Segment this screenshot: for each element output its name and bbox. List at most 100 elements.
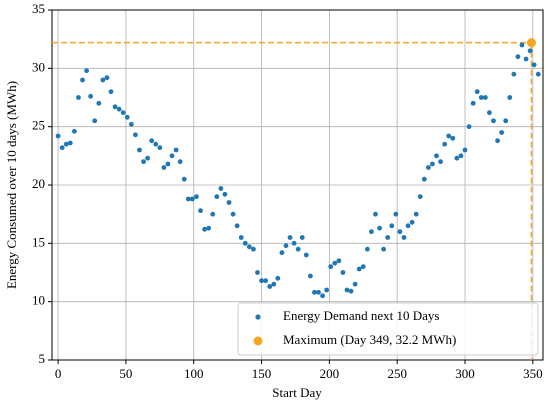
- max-point: [526, 38, 536, 48]
- point: [336, 258, 342, 264]
- point: [507, 95, 513, 100]
- point: [344, 287, 350, 293]
- point: [295, 246, 301, 252]
- point: [316, 289, 321, 295]
- y-tick-label: 20: [32, 176, 45, 191]
- point: [67, 140, 73, 146]
- point: [63, 141, 69, 147]
- x-axis-label: Start Day: [272, 385, 322, 400]
- legend-label: Maximum (Day 349, 32.2 MWh): [283, 332, 456, 347]
- point: [307, 273, 313, 279]
- point: [214, 194, 220, 200]
- point: [222, 191, 228, 197]
- point: [487, 110, 492, 116]
- point: [165, 161, 171, 167]
- point: [198, 208, 203, 214]
- point: [393, 211, 399, 217]
- point: [128, 121, 134, 127]
- point: [303, 252, 309, 258]
- point: [364, 246, 370, 252]
- point: [332, 260, 338, 266]
- point: [523, 56, 529, 62]
- point: [442, 141, 448, 147]
- point: [446, 133, 452, 139]
- point: [482, 95, 488, 100]
- point: [202, 226, 207, 232]
- point: [246, 244, 252, 250]
- point: [499, 130, 505, 135]
- point: [157, 145, 163, 151]
- point: [320, 293, 325, 299]
- point: [234, 223, 240, 229]
- point: [55, 133, 61, 139]
- point: [137, 147, 142, 153]
- point: [96, 100, 102, 106]
- point: [389, 223, 395, 229]
- point: [100, 77, 106, 83]
- point: [181, 176, 187, 182]
- point: [291, 240, 297, 246]
- x-tick-label: 200: [320, 366, 340, 381]
- point: [210, 211, 216, 217]
- point: [434, 153, 439, 159]
- point: [458, 153, 464, 159]
- y-axis-label: Energy Consumed over 10 days (MWh): [4, 81, 19, 289]
- point: [535, 71, 541, 77]
- point: [279, 250, 285, 256]
- point: [194, 194, 199, 200]
- point: [462, 147, 468, 153]
- point: [104, 75, 110, 81]
- x-tick-label: 50: [119, 366, 132, 381]
- point: [360, 264, 366, 270]
- point: [189, 196, 195, 202]
- point: [271, 281, 277, 287]
- point: [263, 278, 269, 284]
- point: [425, 165, 431, 170]
- point: [145, 155, 151, 161]
- point: [161, 165, 167, 170]
- point: [450, 135, 456, 141]
- point: [466, 124, 472, 130]
- point: [474, 89, 480, 95]
- point: [259, 278, 264, 284]
- point: [141, 159, 146, 165]
- point: [92, 118, 98, 124]
- point: [356, 266, 362, 272]
- point: [430, 161, 435, 167]
- point: [401, 235, 407, 240]
- x-tick-label: 250: [387, 366, 407, 381]
- point: [84, 68, 89, 74]
- point: [133, 132, 138, 138]
- x-tick-label: 0: [55, 366, 62, 381]
- point: [340, 270, 346, 275]
- legend-label: Energy Demand next 10 Days: [283, 308, 439, 323]
- legend-marker: [255, 314, 261, 320]
- point: [491, 118, 496, 124]
- point: [377, 225, 382, 231]
- point: [287, 235, 293, 240]
- point: [503, 118, 509, 124]
- point: [381, 246, 387, 252]
- point: [206, 225, 212, 231]
- point: [470, 100, 476, 106]
- point: [173, 147, 179, 153]
- point: [80, 77, 85, 83]
- point: [478, 95, 484, 100]
- point: [312, 289, 317, 295]
- point: [149, 138, 155, 144]
- point: [116, 106, 122, 112]
- point: [511, 71, 517, 77]
- point: [71, 128, 77, 134]
- point: [153, 141, 159, 147]
- point: [519, 42, 525, 48]
- point: [169, 153, 175, 159]
- legend-box: [237, 302, 539, 356]
- y-tick-label: 5: [39, 351, 46, 366]
- point: [283, 243, 289, 249]
- x-tick-label: 350: [523, 366, 543, 381]
- point: [251, 246, 256, 252]
- point: [421, 176, 427, 182]
- point: [397, 229, 403, 235]
- point: [242, 240, 248, 246]
